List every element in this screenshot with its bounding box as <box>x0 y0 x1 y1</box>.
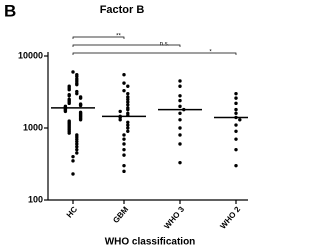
significance-bracket <box>72 44 181 47</box>
data-point <box>126 120 130 124</box>
data-point <box>178 104 182 109</box>
data-point <box>126 100 130 104</box>
data-point <box>122 153 126 157</box>
y-tick-label: 1000 <box>23 122 43 132</box>
data-point <box>71 70 75 74</box>
data-point <box>234 123 238 127</box>
data-point <box>234 107 238 112</box>
data-point <box>63 109 68 114</box>
data-point <box>126 91 130 96</box>
data-point <box>122 81 126 85</box>
y-tick-label: 10000 <box>18 50 43 60</box>
x-tick-label: GBM <box>111 205 130 225</box>
data-point <box>122 133 126 137</box>
data-point <box>122 147 126 152</box>
data-point <box>75 142 79 146</box>
data-point <box>178 111 182 116</box>
data-point <box>122 137 126 141</box>
data-point <box>178 142 182 146</box>
data-point <box>178 160 182 165</box>
chart-title: Factor B <box>100 4 145 16</box>
data-point <box>75 147 79 152</box>
data-point <box>234 137 238 141</box>
data-point <box>234 91 238 96</box>
data-point <box>178 84 182 88</box>
data-point <box>75 82 79 87</box>
data-point <box>67 131 71 135</box>
data-point <box>126 129 130 133</box>
significance-label: ** <box>116 34 121 40</box>
data-point <box>75 144 79 149</box>
data-point <box>126 107 130 112</box>
panel-label: B <box>4 1 16 20</box>
chart: B Factor B WHO classification 100 1000 100… <box>4 1 248 248</box>
data-point <box>78 96 83 100</box>
data-point <box>126 95 130 99</box>
x-tick-label: HC <box>65 205 79 220</box>
data-point <box>71 154 75 159</box>
data-point <box>75 74 79 79</box>
data-point <box>234 111 238 116</box>
significance-label: n.s. <box>160 42 170 48</box>
data-point <box>178 98 182 103</box>
x-tick-label: WHO 3 <box>162 204 186 230</box>
data-point <box>178 94 182 98</box>
data-point <box>75 139 79 144</box>
data-point <box>122 169 126 174</box>
data-point <box>67 94 71 98</box>
data-point <box>71 172 75 176</box>
data-point <box>234 147 238 152</box>
data-point <box>234 101 238 106</box>
data-point <box>122 163 126 168</box>
data-point <box>67 88 71 92</box>
data-point <box>178 118 182 122</box>
data-point <box>71 159 75 163</box>
significance-bracket <box>72 36 125 39</box>
significance-label: * <box>209 50 212 56</box>
data-point <box>78 103 83 108</box>
x-axis-label: WHO classification <box>105 237 196 248</box>
data-point <box>122 72 126 77</box>
data-point <box>122 142 126 146</box>
data-point <box>178 126 182 130</box>
data-point <box>122 88 126 93</box>
data-point <box>78 118 83 122</box>
data-point <box>126 103 130 107</box>
data-point <box>126 126 130 130</box>
y-tick-label: 100 <box>28 194 43 204</box>
data-point <box>118 118 122 122</box>
data-point <box>178 79 182 83</box>
data-point <box>126 123 130 127</box>
data-point <box>178 133 182 137</box>
data-point <box>234 163 238 168</box>
data-point <box>118 109 122 114</box>
data-point <box>75 91 79 96</box>
data-point <box>238 118 242 122</box>
data-point <box>234 96 238 100</box>
data-point <box>75 151 79 155</box>
data-point <box>126 84 130 88</box>
data-point <box>126 97 130 102</box>
x-tick-label: WHO 2 <box>218 204 242 230</box>
significance-bracket <box>72 52 237 55</box>
data-point <box>234 129 238 133</box>
data-point <box>67 101 71 106</box>
